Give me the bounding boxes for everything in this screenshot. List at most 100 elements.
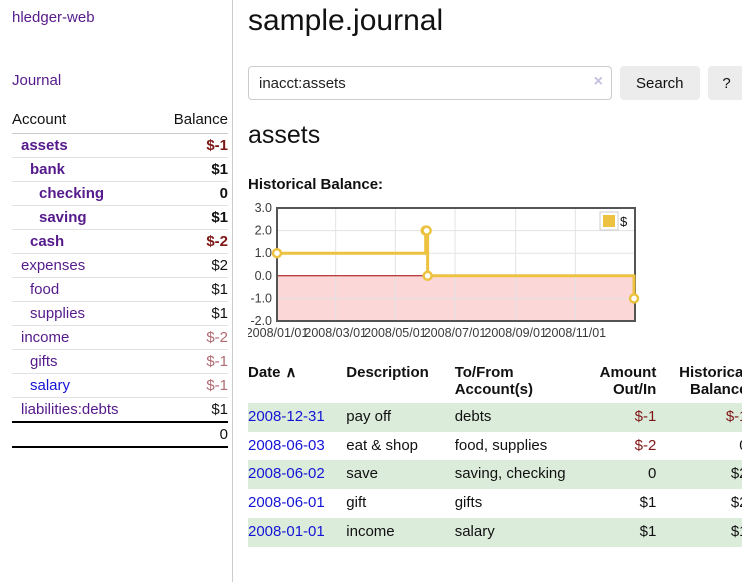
account-link[interactable]: supplies (30, 305, 86, 322)
register-header-date[interactable]: Date ∧ (248, 364, 297, 381)
sidebar: hledger-web Journal Account Balance asse… (0, 0, 233, 582)
accounts-header-balance: Balance (155, 107, 228, 134)
account-row: income $-2 (12, 325, 228, 350)
journal-row: 2008-06-02 save saving, checking 0 $2 (248, 460, 742, 490)
balance-chart-svg[interactable]: 3.0 2.0 1.0 0.0 -1.0 -2.02008/01/012008/03/01… (248, 201, 742, 347)
row-amount: $1 (639, 494, 657, 512)
account-link[interactable]: liabilities:debts (21, 401, 119, 418)
brand-link[interactable]: hledger-web (12, 9, 95, 26)
account-row: bank $1 (12, 157, 228, 182)
row-balance: $2 (730, 465, 742, 483)
account-balance: $1 (155, 157, 228, 182)
search-form: × Search ? (248, 66, 742, 100)
account-balance: 0 (155, 181, 228, 206)
account-link[interactable]: food (30, 281, 60, 298)
account-row: cash $-2 (12, 229, 228, 254)
chart-y-tick-label: 1.0 (255, 246, 272, 260)
account-link[interactable]: cash (30, 233, 65, 250)
accounts-total-spacer (12, 421, 156, 448)
chart-y-tick-label: 3.0 (255, 201, 272, 215)
account-balance: $-1 (155, 349, 228, 374)
row-balance: $2 (730, 494, 742, 512)
account-row: supplies $1 (12, 301, 228, 326)
row-accounts: debts (454, 407, 492, 425)
account-balance: $-2 (155, 325, 228, 350)
account-link[interactable]: gifts (30, 353, 58, 370)
accounts-header-row: Account Balance (12, 107, 228, 134)
accounts-header-account: Account (12, 107, 156, 134)
account-balance: $-1 (155, 373, 228, 398)
chart-point-marker (422, 270, 433, 282)
date-link[interactable]: 2008-12-31 (248, 407, 325, 425)
register-tbody: 2008-12-31 pay off debts $-1 $-1 2008-06-03 ea… (248, 402, 742, 547)
date-link[interactable]: 2008-06-03 (248, 436, 325, 454)
account-link[interactable]: bank (30, 161, 66, 178)
search-button[interactable]: Search (620, 66, 700, 100)
date-link[interactable]: 2008-01-01 (248, 522, 325, 540)
account-balance: $-1 (155, 133, 228, 158)
chart-legend-label: $ (620, 214, 628, 229)
account-balance: $1 (155, 277, 228, 302)
date-link[interactable]: 2008-06-01 (248, 494, 325, 512)
accounts-tbody: assets $-1 bank $1 checking 0 saving $1 cash $-2 e… (12, 133, 228, 423)
account-row: expenses $2 (12, 253, 228, 278)
account-heading: assets (248, 121, 321, 149)
register-header-row: Date ∧ Description To/From Account(s) Amo… (248, 360, 742, 403)
row-description: income (346, 522, 395, 540)
help-button[interactable]: ? (707, 66, 742, 100)
account-row: saving $1 (12, 205, 228, 230)
account-row: liabilities:debts $1 (12, 397, 228, 423)
account-row: gifts $-1 (12, 349, 228, 374)
accounts-total-value: 0 (155, 421, 228, 448)
journal-row: 2008-12-31 pay off debts $-1 $-1 (248, 402, 742, 432)
account-row: salary $-1 (12, 373, 228, 398)
clear-search-icon[interactable]: × (593, 73, 603, 90)
account-link[interactable]: saving (39, 209, 87, 226)
row-description: gift (346, 494, 367, 512)
row-balance: 0 (656, 432, 742, 461)
register-header-amount: Amount Out/In (599, 364, 657, 399)
row-amount: $-1 (634, 407, 657, 425)
account-link[interactable]: checking (39, 185, 105, 202)
row-description: eat & shop (346, 436, 418, 454)
row-amount: $1 (639, 522, 657, 540)
account-balance: $1 (155, 205, 228, 230)
account-link[interactable]: assets (21, 137, 68, 154)
journal-row: 2008-06-01 gift gifts $1 $2 (248, 489, 742, 518)
row-accounts: food, supplies (454, 436, 548, 454)
accounts-total-row: 0 (12, 421, 228, 448)
register-table: Date ∧ Description To/From Account(s) Amo… (248, 360, 742, 547)
account-link[interactable]: salary (30, 377, 71, 394)
row-description: save (346, 465, 378, 483)
sidebar-item-journal[interactable]: Journal (12, 72, 62, 89)
chart-point-marker (628, 293, 640, 304)
chart-y-tick-label: 2.0 (255, 224, 272, 238)
chart-point-marker (271, 247, 283, 259)
chart-x-tick-label: 2008/09/01 (484, 326, 547, 340)
account-row: food $1 (12, 277, 228, 302)
chart-legend-swatch (603, 215, 615, 227)
search-input[interactable] (248, 66, 612, 100)
chart-x-tick-label: 2008/11/01 (545, 326, 607, 340)
journal-row: 2008-06-03 eat & shop food, supplies $-20 (248, 432, 742, 461)
chart-x-tick-label: 2008/07/01 (424, 326, 487, 340)
main-content: sample.journal × Search ? assets Histori… (233, 0, 742, 582)
row-accounts: gifts (454, 494, 483, 512)
account-link[interactable]: income (21, 329, 70, 346)
account-balance: $2 (155, 253, 228, 278)
row-balance: $-1 (725, 407, 742, 425)
row-amount: 0 (647, 465, 657, 483)
account-link[interactable]: expenses (21, 257, 86, 274)
sort-ascending-icon: ∧ (285, 364, 297, 381)
row-accounts: salary (454, 522, 495, 540)
page-title: sample.journal (248, 4, 444, 37)
account-row: checking 0 (12, 181, 228, 206)
chart-y-tick-label: -2.0 (250, 314, 272, 328)
chart-y-tick-label: 0.0 (255, 269, 272, 283)
account-row: assets $-1 (12, 133, 228, 158)
chart-title: Historical Balance: (248, 176, 384, 193)
chart-x-tick-label: 2008/01/01 (248, 326, 308, 340)
date-link[interactable]: 2008-06-02 (248, 465, 325, 483)
register-header-description: Description (346, 364, 429, 381)
